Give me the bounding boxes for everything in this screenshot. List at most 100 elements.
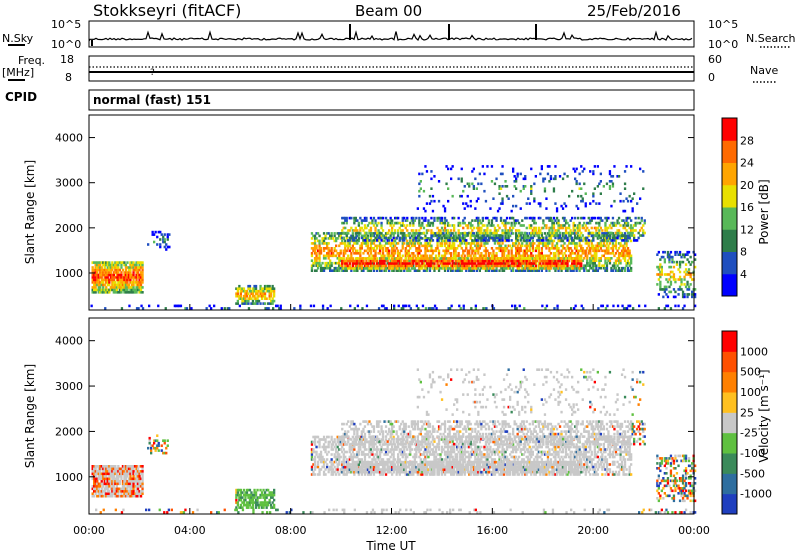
echo-cell [686,288,689,291]
echo-cell [106,477,109,481]
echo-cell [639,197,642,200]
echo-cell [687,285,691,289]
echo-cell [130,477,134,481]
echo-cell [457,262,460,265]
echo-cell [114,465,117,468]
echo-cell [136,470,140,473]
echo-cell [486,234,489,237]
echo-cell [533,267,536,270]
y-tick-label: 4000 [55,132,83,145]
echo-cell [555,216,559,220]
echo-cell [223,307,226,310]
echo-cell [574,234,577,238]
echo-cell [425,231,429,235]
echo-cell [378,242,382,245]
echo-cell [384,216,388,220]
echo-cell [114,268,117,272]
echo-cell [445,262,448,265]
echo-cell [460,257,463,260]
echo-cell [519,189,522,193]
echo-cell [622,307,626,310]
echo-cell [496,262,500,265]
echo-cell [362,237,365,240]
echo-cell [108,480,111,483]
echo-cell [625,234,628,238]
echo-cell [469,254,472,258]
echo-cell [493,236,497,240]
echo-cell [139,286,143,289]
echo-cell [442,221,445,225]
echo-cell [549,175,553,178]
echo-cell [628,261,631,265]
echo-cell [619,234,622,238]
echo-cell [445,229,448,232]
echo-cell [490,247,494,250]
echo-cell [126,490,129,493]
echo-cell [499,239,503,243]
echo-cell [401,239,404,242]
echo-cell [362,269,365,272]
echo-cell [360,244,363,248]
echo-cell [120,291,123,294]
echo-cell [366,257,370,260]
echo-cell [422,219,426,222]
echo-cell [540,237,543,240]
echo-cell [371,232,374,235]
echo-cell [493,239,497,242]
echo-cell [395,236,398,240]
echo-cell [418,244,421,248]
echo-cell [493,226,497,230]
echo-cell [447,239,450,242]
echo-cell [345,257,348,260]
echo-cell [242,299,246,303]
echo-cell [522,252,525,255]
echo-cell [123,281,126,284]
echo-cell [419,259,422,263]
echo-cell [109,487,112,491]
echo-cell [595,244,598,248]
echo-cell [109,472,112,476]
echo-cell [607,244,610,248]
echo-cell [489,207,492,210]
echo-cell [480,266,483,270]
echo-cell [443,219,447,222]
echo-cell [415,264,418,268]
echo-cell [436,247,439,250]
echo-cell [348,259,351,263]
echo-cell [130,283,134,287]
echo-cell [418,216,421,220]
echo-cell [531,247,534,250]
echo-cell [586,236,589,240]
echo-cell [548,180,551,183]
echo-cell [489,224,492,227]
echo-cell [357,231,360,235]
echo-cell [235,491,238,494]
echo-cell [391,252,394,255]
echo-cell [622,249,625,253]
echo-cell [549,252,553,255]
echo-cell [124,286,128,289]
echo-cell [587,216,590,220]
echo-cell [377,236,380,240]
echo-cell [437,216,441,220]
echo-cell [545,247,548,250]
echo-cell [607,226,610,230]
echo-cell [404,259,407,263]
echo-cell [437,264,441,268]
echo-cell [561,207,565,210]
echo-cell [578,259,581,262]
echo-cell [94,278,97,282]
echo-cell [599,172,602,176]
noise-trace-path [88,30,693,42]
echo-cell [412,259,415,263]
echo-cell [551,224,554,227]
echo-cell [569,267,572,270]
echo-cell [528,239,531,242]
echo-cell [126,291,129,294]
echo-cell [422,259,426,262]
echo-cell [543,242,547,245]
echo-cell [124,472,128,476]
echo-cell [515,232,518,235]
echo-cell [139,263,143,267]
echo-cell [525,239,528,242]
